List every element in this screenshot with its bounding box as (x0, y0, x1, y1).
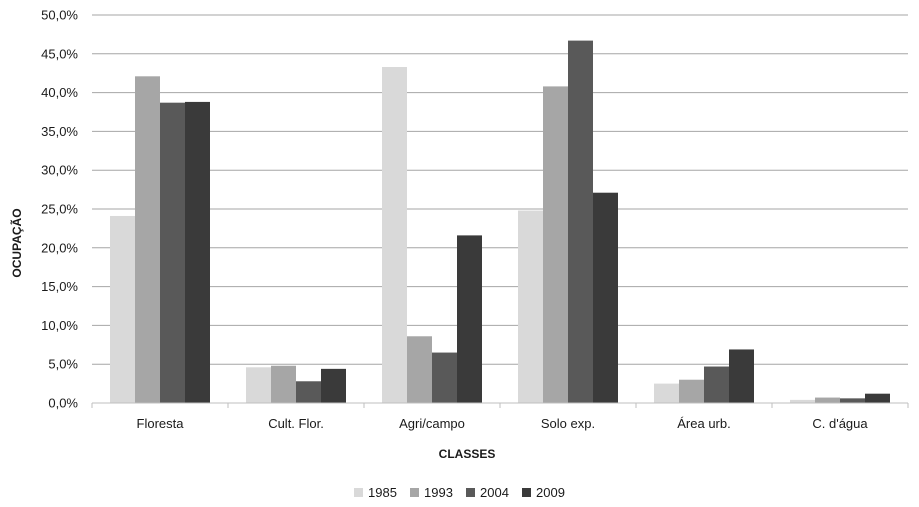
bar-1985 (518, 210, 543, 403)
y-tick-label: 10,0% (41, 318, 78, 333)
y-tick-label: 35,0% (41, 124, 78, 139)
y-tick-label: 25,0% (41, 202, 78, 217)
bar-2009 (593, 192, 618, 403)
y-tick-label: 50,0% (41, 8, 78, 23)
bar-1985 (382, 66, 407, 403)
bar-2009 (457, 235, 482, 403)
y-tick-labels: 0,0% 5,0% 10,0% 15,0% 20,0% 25,0% 30,0% 35,0% 40… (41, 8, 78, 411)
x-tick-label: Cult. Flor. (268, 416, 324, 431)
bar-1993 (543, 86, 568, 403)
legend-label-2004: 2004 (480, 485, 509, 500)
bar-2004 (568, 40, 593, 403)
y-tick-label: 40,0% (41, 85, 78, 100)
bar-1993 (407, 336, 432, 403)
bar-2009 (185, 101, 210, 404)
bars (110, 40, 890, 404)
x-tick-label: Solo exp. (541, 416, 595, 431)
x-tick-label: Agri/campo (399, 416, 465, 431)
y-tick-label: 20,0% (41, 240, 78, 255)
x-tick-label: Floresta (137, 416, 185, 431)
legend-label-2009: 2009 (536, 485, 565, 500)
bar-1985 (654, 383, 679, 403)
legend-label-1985: 1985 (368, 485, 397, 500)
gridlines (92, 14, 908, 365)
x-tick-label: Área urb. (677, 416, 730, 431)
x-tick-label: C. d'água (812, 416, 868, 431)
legend-swatch-2009 (522, 488, 531, 497)
bar-2009 (865, 393, 890, 403)
y-tick-label: 15,0% (41, 279, 78, 294)
y-axis-title: OCUPAÇÃO (9, 208, 24, 277)
y-tick-label: 0,0% (48, 396, 78, 411)
bar-2004 (296, 381, 321, 403)
bar-1985 (790, 399, 815, 403)
bar-1993 (271, 365, 296, 403)
bar-2004 (160, 102, 185, 404)
bar-1993 (679, 379, 704, 403)
x-axis-title: CLASSES (439, 447, 496, 461)
legend-label-1993: 1993 (424, 485, 453, 500)
y-tick-label: 30,0% (41, 163, 78, 178)
bar-1993 (815, 397, 840, 403)
legend: 1985 1993 2004 2009 (354, 485, 565, 500)
bar-2009 (729, 349, 754, 403)
bar-2004 (840, 398, 865, 403)
y-tick-label: 45,0% (41, 46, 78, 61)
legend-swatch-1985 (354, 488, 363, 497)
legend-swatch-1993 (410, 488, 419, 497)
bar-2004 (432, 352, 457, 403)
bar-1985 (110, 215, 135, 403)
bar-1993 (135, 76, 160, 403)
legend-swatch-2004 (466, 488, 475, 497)
bar-1985 (246, 367, 271, 403)
y-tick-label: 5,0% (48, 357, 78, 372)
bar-2009 (321, 368, 346, 403)
bar-2004 (704, 366, 729, 403)
x-tick-labels: Floresta Cult. Flor. Agri/campo Solo exp. Ár… (91, 403, 909, 431)
